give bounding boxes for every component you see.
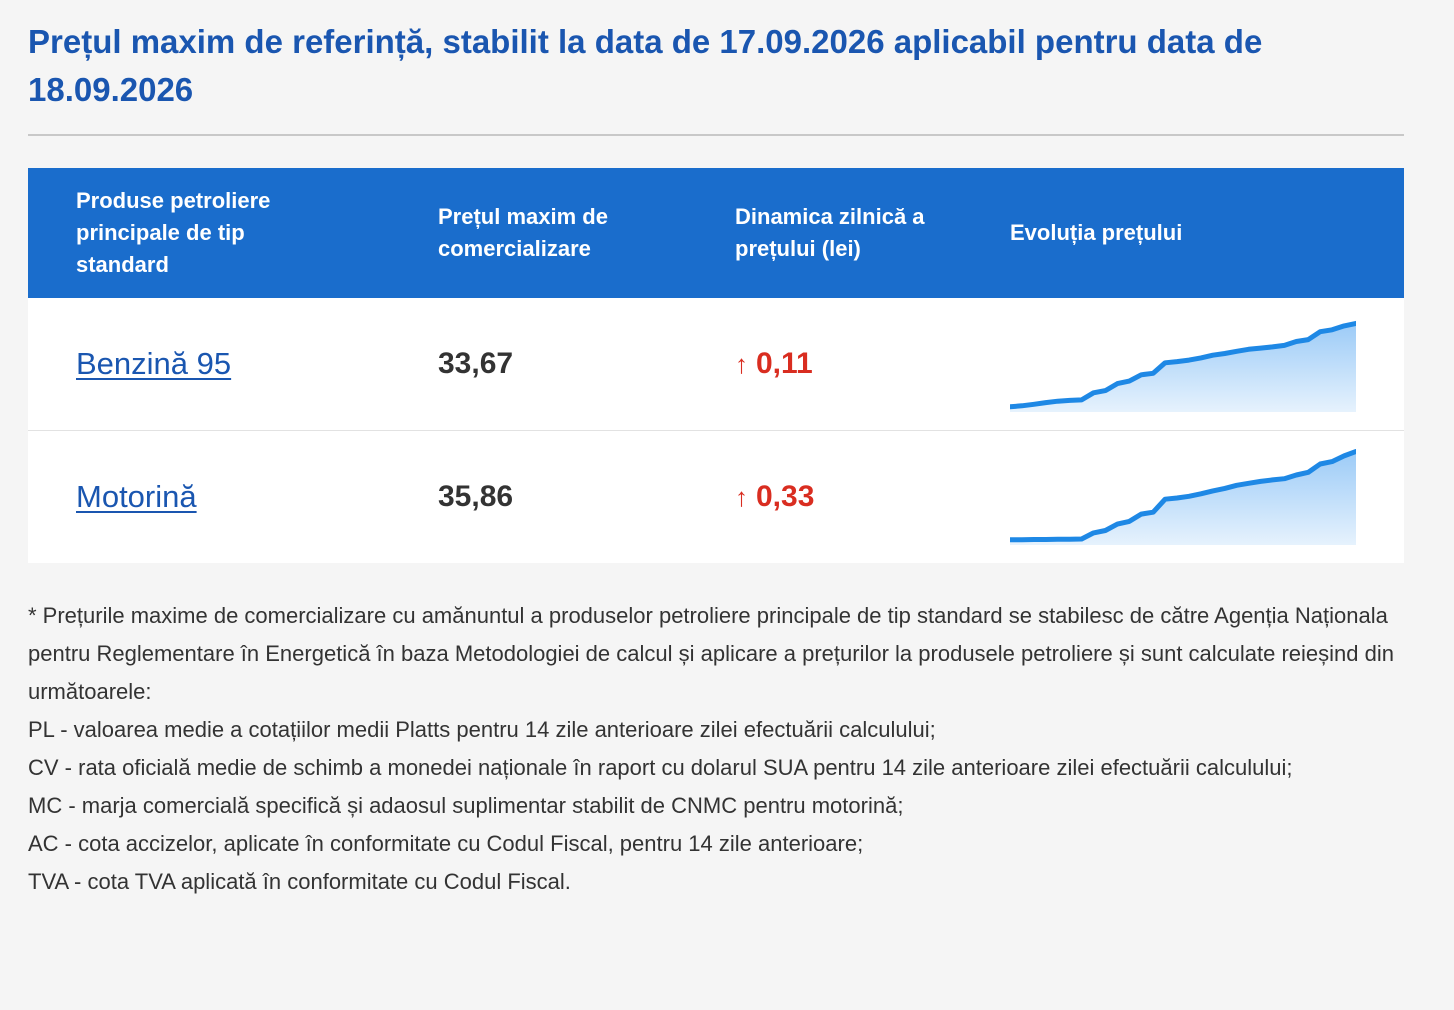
sparkline-line [1010,320,1356,410]
page-title: Prețul maxim de referință, stabilit la d… [28,23,1263,108]
sparkline-area [1010,323,1356,412]
daily-change: ↑ 0,33 [735,480,814,514]
daily-change: ↑ 0,11 [735,347,813,381]
header-price: Prețul maxim de comercializare [438,204,608,261]
price-table: Produse petroliere principale de tip sta… [28,168,1404,563]
sparkline-line [1010,449,1356,543]
arrow-up-icon: ↑ [735,482,748,512]
footnote-intro: * Prețurile maxime de comercializare cu … [28,603,1394,704]
header-product: Produse petroliere principale de tip sta… [76,188,271,277]
arrow-up-icon: ↑ [735,349,748,379]
sparkline-chart [1010,449,1356,545]
product-link-benzina-95[interactable]: Benzină 95 [76,346,232,381]
change-value: 0,11 [756,347,813,380]
max-price: 35,86 [438,480,514,513]
table-row: Benzină 95 33,67 ↑ 0,11 [28,298,1404,431]
table-row: Motorină 35,86 ↑ 0,33 [28,431,1404,563]
sparkline-chart [1010,320,1356,412]
footnote-pl: PL - valoarea medie a cotațiilor medii P… [28,717,936,742]
footnote-tva: TVA - cota TVA aplicată în conformitate … [28,869,571,894]
change-value: 0,33 [756,480,815,513]
price-sparkline [1010,449,1356,545]
page: Prețul maxim de referință, stabilit la d… [28,23,1404,901]
footnote-ac: AC - cota accizelor, aplicate în conform… [28,831,864,856]
max-price: 33,67 [438,347,514,380]
product-link-motorina[interactable]: Motorină [76,479,197,514]
footnote-mc: MC - marja comercială specifică și adaos… [28,793,904,818]
price-sparkline [1010,316,1356,412]
footnote-cv: CV - rata oficială medie de schimb a mon… [28,755,1293,780]
footnotes: * Prețurile maxime de comercializare cu … [28,597,1404,901]
header-evolution: Evoluția prețului [1010,220,1183,245]
title-divider [28,134,1404,136]
table-header: Produse petroliere principale de tip sta… [28,168,1404,298]
header-dynamics: Dinamica zilnică a prețului (lei) [735,204,925,261]
